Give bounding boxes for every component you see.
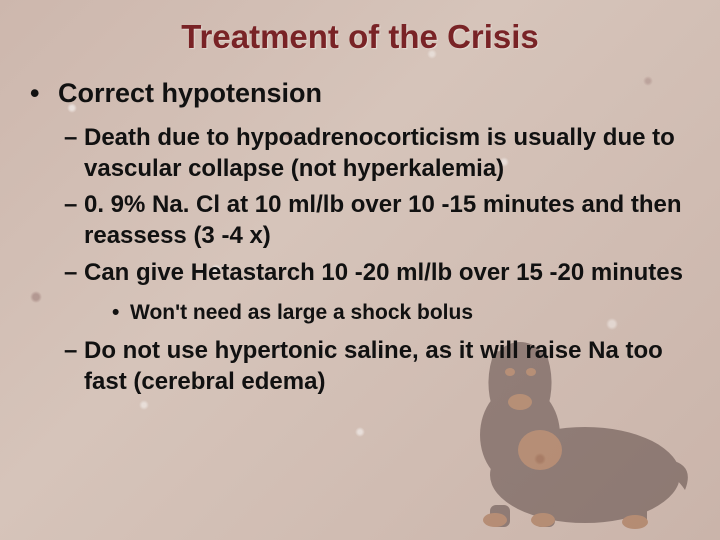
bullet-level2: –Can give Hetastarch 10 -20 ml/lb over 1… — [84, 258, 690, 289]
level2-text-0: Death due to hypoadrenocorticism is usua… — [84, 124, 675, 182]
bullet-level2: –0. 9% Na. Cl at 10 ml/lb over 10 -15 mi… — [84, 190, 690, 251]
dash-icon: – — [64, 123, 84, 154]
level2-text-1: 0. 9% Na. Cl at 10 ml/lb over 10 -15 min… — [84, 191, 682, 249]
bullet-dot-icon: • — [30, 78, 58, 109]
level1-text: Correct hypotension — [58, 78, 322, 108]
dash-icon: – — [64, 336, 84, 367]
bullet-level2: –Do not use hypertonic saline, as it wil… — [84, 336, 690, 397]
slide: Treatment of the Crisis •Correct hypoten… — [0, 0, 720, 540]
level2-text-2: Can give Hetastarch 10 -20 ml/lb over 15… — [84, 259, 683, 286]
level2-after-0: Do not use hypertonic saline, as it will… — [84, 337, 663, 395]
bullet-level2: –Death due to hypoadrenocorticism is usu… — [84, 123, 690, 184]
slide-title: Treatment of the Crisis — [30, 18, 690, 56]
bullet-level3: •Won't need as large a shock bolus — [112, 299, 690, 326]
dash-icon: – — [64, 190, 84, 221]
level3-text: Won't need as large a shock bolus — [130, 301, 473, 324]
bullet-dot-icon: • — [112, 299, 130, 326]
bullet-level1: •Correct hypotension — [30, 78, 690, 109]
slide-content: Treatment of the Crisis •Correct hypoten… — [0, 0, 720, 397]
dash-icon: – — [64, 258, 84, 289]
